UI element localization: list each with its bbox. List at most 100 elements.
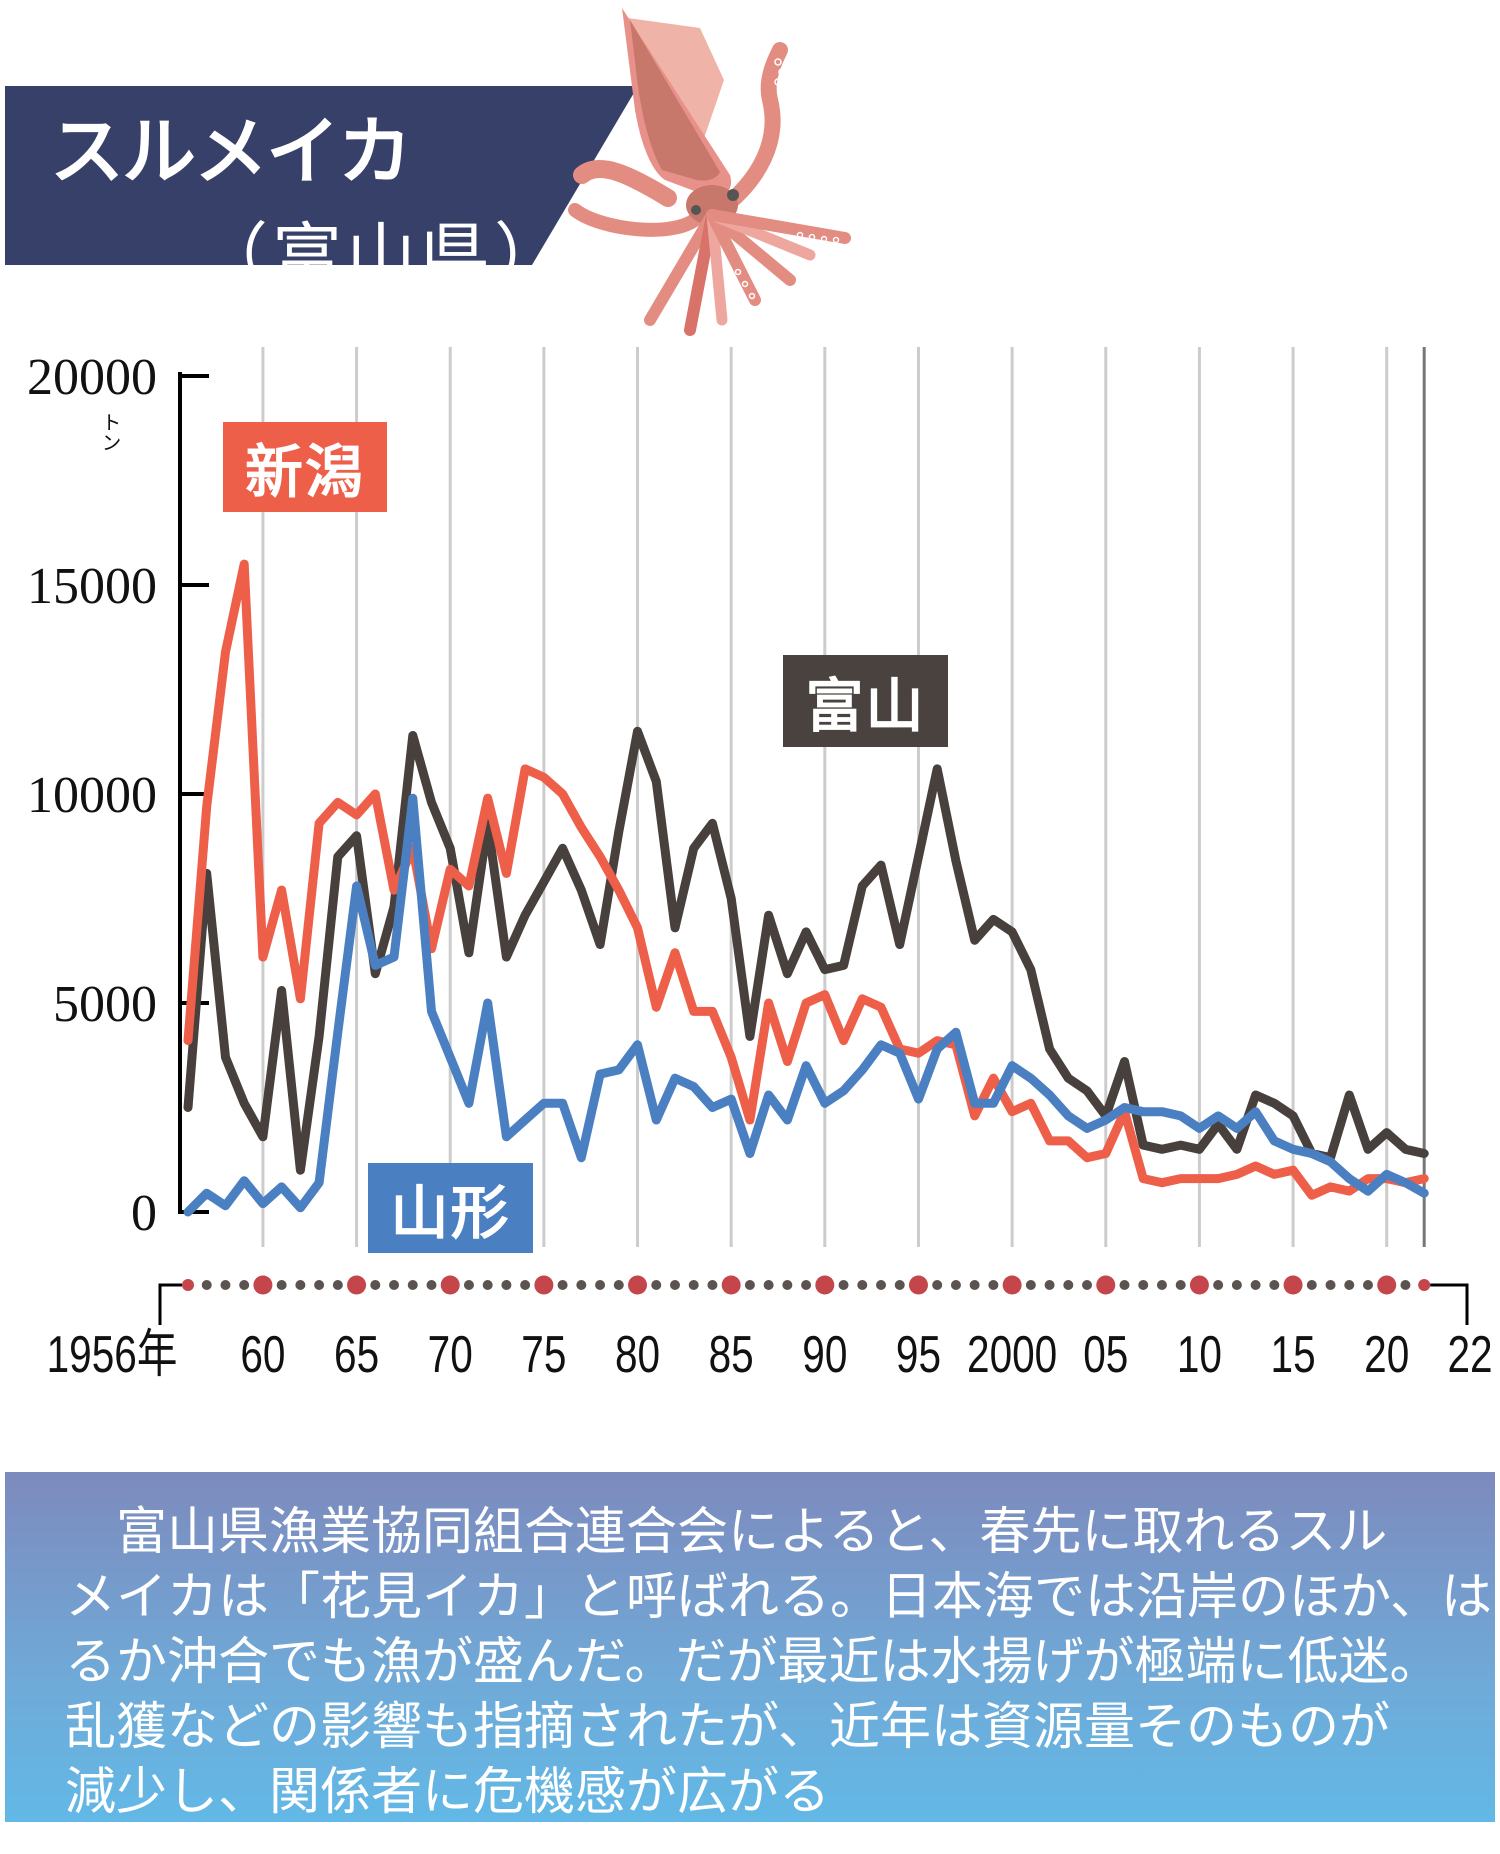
series-lines (183, 559, 1429, 1217)
timeline-dot-major (534, 1275, 554, 1295)
x-tick-label: 75 (521, 1325, 566, 1383)
timeline-dot-major (815, 1275, 835, 1295)
banner-graphics (5, 8, 851, 336)
x-tick-label: 85 (709, 1325, 754, 1383)
timeline-dot (707, 1280, 718, 1290)
year-timeline (158, 1275, 1469, 1325)
timeline-dot (763, 1280, 774, 1290)
timeline-dot (1213, 1280, 1224, 1290)
x-tick-label-group: 15 (1271, 1325, 1316, 1383)
timeline-dot (1082, 1280, 1093, 1290)
timeline-dot (651, 1280, 662, 1290)
timeline-dot (482, 1280, 493, 1290)
x-tick-label-group: 90 (802, 1325, 847, 1383)
squid-icon (568, 8, 851, 336)
x-tick-label: 20 (1364, 1325, 1409, 1383)
y-tick-label: 20000 (27, 349, 157, 406)
timeline-dot-major (628, 1275, 648, 1295)
timeline-bracket-left (158, 1283, 182, 1325)
timeline-dot (857, 1280, 868, 1290)
timeline-dot (557, 1280, 568, 1290)
title-banner: スルメイカ （富山県） (0, 0, 1500, 340)
legend-niigata: 新潟 (223, 422, 387, 512)
timeline-dot (1138, 1280, 1149, 1290)
caption-line: るか沖合でも漁が盛んだ。だが最近は水揚げが極端に低迷。 (65, 1633, 1441, 1692)
timeline-dot (988, 1280, 999, 1290)
timeline-dot-end (182, 1279, 194, 1291)
x-tick-label-group: 20 (1364, 1325, 1409, 1383)
timeline-dot-major (1283, 1275, 1303, 1295)
timeline-dot-major (1377, 1275, 1397, 1295)
x-tick-label-group: 85 (709, 1325, 754, 1383)
timeline-dot (220, 1280, 231, 1290)
x-tick-label-group: 80 (615, 1325, 660, 1383)
caption-line: 乱獲などの影響も指摘されたが、近年は資源量そのものが (65, 1698, 1390, 1757)
chart-subtitle: （富山県） (198, 215, 568, 297)
timeline-dot-major (253, 1275, 273, 1295)
caption-text: 富山県漁業協同組合連合会によると、春先に取れるスル メイカは「花見イカ」と呼ばれ… (65, 1500, 1492, 1825)
timeline-dot (969, 1280, 980, 1290)
timeline-dot (1400, 1280, 1411, 1290)
x-tick-label-group: 1956年 (47, 1325, 178, 1383)
x-tick-label: 70 (428, 1325, 473, 1383)
timeline-dot (1175, 1280, 1186, 1290)
x-tick-label: 1956年 (47, 1325, 178, 1383)
x-tick-label-group: 65 (334, 1325, 379, 1383)
x-tick-label: 05 (1083, 1325, 1128, 1383)
x-tick-label-group: 95 (896, 1325, 941, 1383)
timeline-dot (276, 1280, 287, 1290)
timeline-dot (407, 1280, 418, 1290)
x-tick-labels: 1956年 60 65 70 75 80 85 90 95 2000 05 10 15 20 22 (47, 1325, 1493, 1383)
x-tick-label-group: 75 (521, 1325, 566, 1383)
timeline-dot (295, 1280, 306, 1290)
caption-line: メイカは「花見イカ」と呼ばれる。日本海では沿岸のほか、は (65, 1568, 1492, 1627)
timeline-dot (332, 1280, 343, 1290)
x-tick-label: 65 (334, 1325, 379, 1383)
y-ticks: 0 5000 10000 15000 20000 (27, 349, 209, 1242)
timeline-dot (1344, 1280, 1355, 1290)
timeline-dot (613, 1280, 624, 1290)
timeline-dot (838, 1280, 849, 1290)
timeline-dot-major (1096, 1275, 1116, 1295)
timeline-dot (1231, 1280, 1242, 1290)
caption-line: 富山県漁業協同組合連合会によると、春先に取れるスル (65, 1503, 1388, 1562)
x-tick-label: 15 (1271, 1325, 1316, 1383)
chart-title: スルメイカ (50, 109, 412, 195)
x-tick-label-group: 22 (1447, 1325, 1492, 1383)
timeline-dot (1269, 1280, 1280, 1290)
timeline-dot (1063, 1280, 1074, 1290)
timeline-dot (314, 1280, 325, 1290)
timeline-dot (463, 1280, 474, 1290)
x-tick-label-group: 10 (1177, 1325, 1222, 1383)
timeline-dot (501, 1280, 512, 1290)
timeline-dot (389, 1280, 400, 1290)
y-tick-label: 10000 (27, 767, 157, 824)
x-tick-label: 10 (1177, 1325, 1222, 1383)
timeline-dot (1306, 1280, 1317, 1290)
timeline-dot (1156, 1280, 1167, 1290)
timeline-dot (688, 1280, 699, 1290)
timeline-dot-major (721, 1275, 741, 1295)
y-unit-label: トン (98, 412, 122, 452)
timeline-dot (1044, 1280, 1055, 1290)
series-line-富山 (183, 726, 1429, 1175)
x-tick-label-group: 60 (240, 1325, 285, 1383)
timeline-dot (1325, 1280, 1336, 1290)
timeline-dot (1250, 1280, 1261, 1290)
timeline-dot-major (908, 1275, 928, 1295)
timeline-dot (669, 1280, 680, 1290)
x-tick-label: 95 (896, 1325, 941, 1383)
x-tick-label: 90 (802, 1325, 847, 1383)
timeline-dot (1025, 1280, 1036, 1290)
timeline-dot (426, 1280, 437, 1290)
timeline-dot (744, 1280, 755, 1290)
banner-background (5, 86, 638, 265)
timeline-dot (370, 1280, 381, 1290)
series-line-山形 (183, 793, 1429, 1217)
y-tick-label: 15000 (27, 558, 157, 615)
timeline-dot (520, 1280, 531, 1290)
timeline-dot-end (1418, 1279, 1431, 1291)
timeline-dot (894, 1280, 905, 1290)
timeline-dot-major (347, 1275, 367, 1295)
x-tick-label-group: 05 (1083, 1325, 1128, 1383)
